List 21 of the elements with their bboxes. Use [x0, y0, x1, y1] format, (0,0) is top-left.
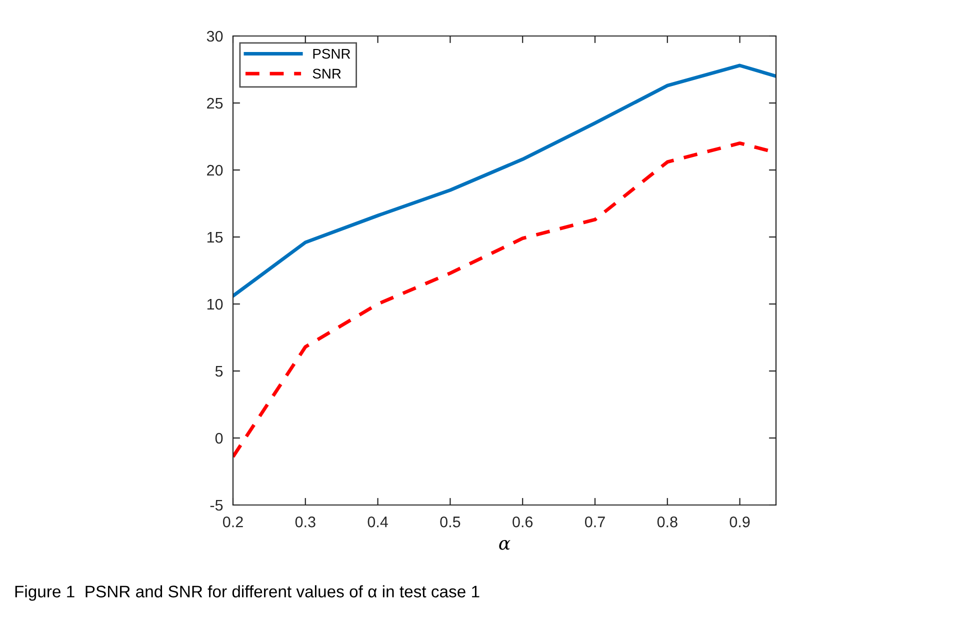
legend-label: SNR [312, 68, 341, 79]
x-tick-label: 0.2 [222, 516, 243, 528]
y-tick-label: 20 [207, 164, 223, 176]
y-tick-label: 10 [207, 298, 223, 310]
x-tick-label: 0.5 [440, 516, 460, 528]
y-tick-label: 15 [207, 232, 223, 243]
y-tick-label: 30 [206, 30, 223, 42]
y-tick-label: 25 [207, 98, 223, 109]
x-tick-label: 0.8 [657, 516, 678, 528]
y-tick-label: 5 [215, 366, 223, 377]
x-tick-label: 0.3 [295, 516, 316, 528]
caption: Figure 1 PSNR and SNR for different values of α in test case 1 [15, 585, 480, 601]
legend-label: PSNR [313, 48, 350, 59]
x-tick-label: 0.9 [730, 516, 750, 528]
y-tick-label: -5 [210, 500, 223, 511]
x-tick-label: 0.7 [584, 516, 605, 528]
line-series [233, 64, 776, 298]
y-tick-label: 0 [215, 432, 223, 444]
x-axis-title: α [499, 540, 510, 550]
x-tick-label: 0.6 [512, 516, 533, 528]
x-tick-label: 0.4 [368, 516, 388, 528]
